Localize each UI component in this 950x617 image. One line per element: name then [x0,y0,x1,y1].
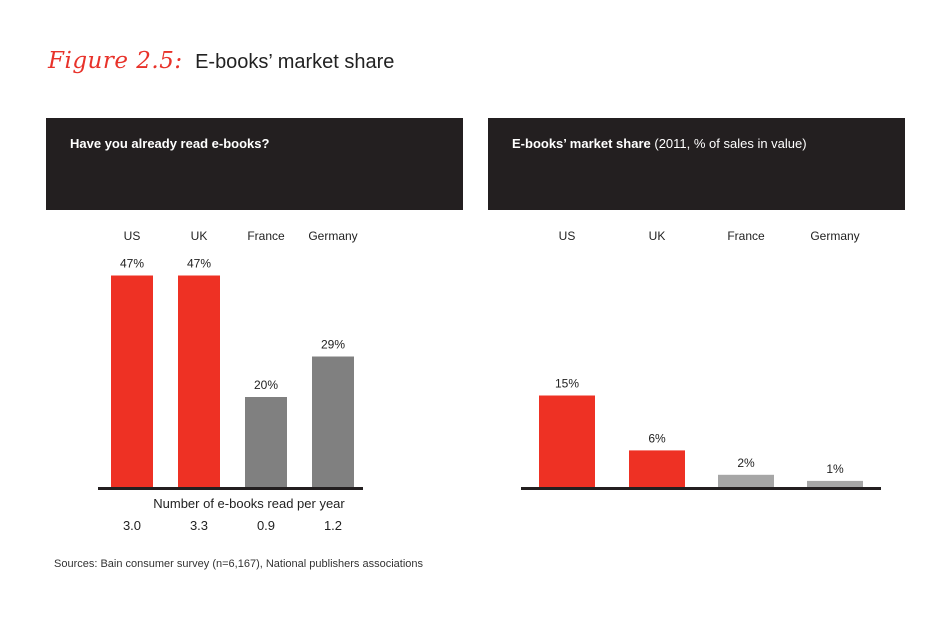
chart-panel-market-share: E-books’ market share (2011, % of sales … [488,118,905,210]
category-label: France [247,229,285,243]
data-label: 15% [555,377,579,391]
ebooks-per-year-value: 3.0 [123,518,141,533]
category-label: UK [649,229,666,243]
data-label: 47% [187,257,211,271]
bar [245,397,287,487]
data-label: 6% [648,431,666,445]
ebooks-per-year-value: 0.9 [257,518,275,533]
bar [111,275,153,487]
source-note: Sources: Bain consumer survey (n=6,167),… [54,558,423,570]
category-label: UK [191,229,208,243]
bar [629,450,685,487]
data-label: 29% [321,338,345,352]
bar [178,275,220,487]
ebooks-per-year-value: 3.3 [190,518,208,533]
chart-panel-ebook-readers: Have you already read e-books? [46,118,463,210]
category-label: France [727,229,765,243]
figure-heading: E-books’ market share [195,51,395,73]
category-label: Germany [308,229,357,243]
data-label: 2% [737,456,755,470]
bar [807,480,863,487]
chart-subtitle: (2011, % of sales in value) [654,136,807,151]
chart-title: Have you already read e-books? [70,136,270,151]
secondary-row-label: Number of e-books read per year [153,496,345,511]
category-label: US [124,229,141,243]
chart-title: E-books’ market share (2011, % of sales … [512,136,807,151]
data-label: 1% [826,462,844,476]
figure-label: Figure 2.5: [48,48,183,74]
chart-header: Have you already read e-books? [46,118,463,210]
data-label: 47% [120,257,144,271]
chart-title-main: E-books’ market share [512,136,651,151]
category-label: Germany [810,229,859,243]
ebooks-per-year-value: 1.2 [324,518,342,533]
bar [312,356,354,487]
category-label: US [559,229,576,243]
bar [539,395,595,487]
chart-header: E-books’ market share (2011, % of sales … [488,118,905,210]
figure-title: Figure 2.5: E-books’ market share [48,48,394,74]
data-label: 20% [254,378,278,392]
bar [718,474,774,487]
